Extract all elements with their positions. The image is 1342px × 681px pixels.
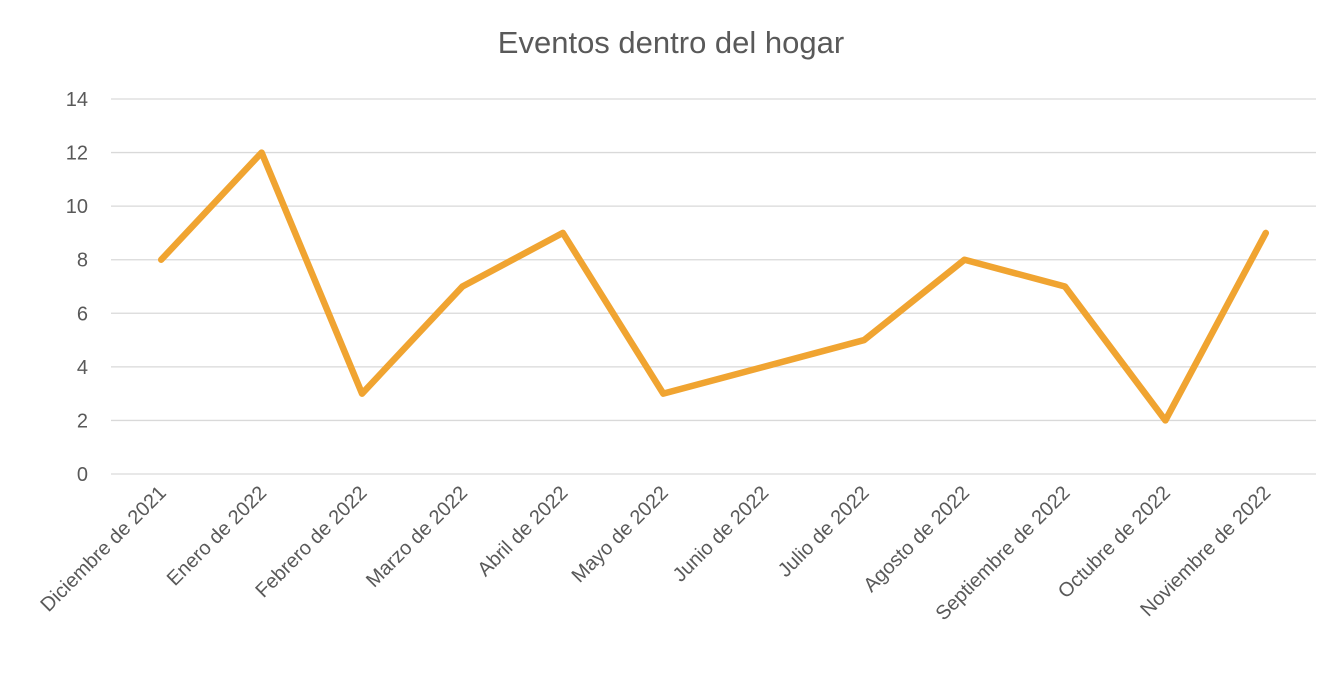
x-tick-label: Agosto de 2022 [859, 482, 974, 597]
x-tick-label: Abril de 2022 [474, 482, 573, 581]
y-tick-label: 0 [77, 464, 88, 486]
y-tick-label: 12 [66, 143, 88, 165]
chart-title: Eventos dentro del hogar [498, 25, 844, 60]
y-tick-label: 4 [77, 357, 88, 379]
y-tick-label: 8 [77, 250, 88, 272]
y-tick-label: 6 [77, 303, 88, 325]
y-axis-ticks: 0 2 4 6 8 10 12 14 [66, 89, 88, 486]
x-tick-label: Junio de 2022 [669, 482, 773, 586]
x-tick-label: Marzo de 2022 [362, 482, 472, 592]
y-tick-label: 10 [66, 196, 88, 218]
x-tick-label: Enero de 2022 [163, 482, 271, 590]
y-tick-label: 14 [66, 89, 88, 111]
x-tick-label: Diciembre de 2021 [36, 482, 170, 616]
gridlines [111, 99, 1316, 474]
x-tick-label: Mayo de 2022 [568, 482, 673, 587]
x-tick-label: Julio de 2022 [774, 482, 874, 582]
series-group [161, 152, 1266, 420]
y-tick-label: 2 [77, 410, 88, 432]
series-line [161, 153, 1266, 421]
x-tick-label: Febrero de 2022 [251, 482, 371, 602]
